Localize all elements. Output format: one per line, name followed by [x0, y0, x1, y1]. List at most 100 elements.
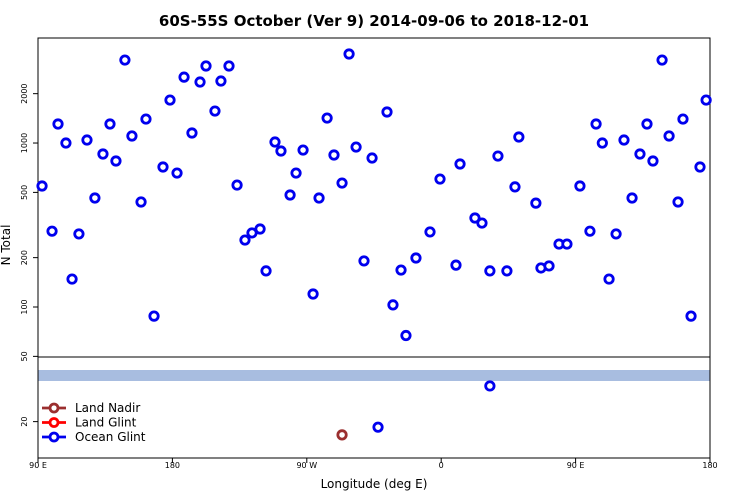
point: [336, 177, 348, 189]
point: [501, 265, 513, 277]
point: [231, 179, 243, 191]
point: [685, 310, 697, 322]
x-tick-label: 90 E: [567, 461, 585, 470]
point: [194, 76, 206, 88]
point: [395, 264, 407, 276]
x-tick-label: 90 W: [296, 461, 317, 470]
point: [350, 141, 362, 153]
point: [260, 265, 272, 277]
point: [450, 259, 462, 271]
point: [634, 148, 646, 160]
point: [110, 155, 122, 167]
y-tick-label: 1000: [20, 133, 29, 153]
y-tick-label: 200: [20, 250, 29, 265]
point: [239, 234, 251, 246]
point: [410, 252, 422, 264]
point: [46, 225, 58, 237]
point: [223, 60, 235, 72]
point: [284, 189, 296, 201]
y-tick-label: 50: [20, 351, 29, 361]
point: [484, 265, 496, 277]
x-tick-label: 90 E: [29, 461, 47, 470]
point: [387, 299, 399, 311]
point: [626, 192, 638, 204]
y-tick-label: 500: [20, 185, 29, 200]
point: [81, 134, 93, 146]
point: [164, 94, 176, 106]
x-tick-label: 0: [439, 461, 444, 470]
point: [381, 106, 393, 118]
point: [104, 118, 116, 130]
point: [641, 118, 653, 130]
point: [171, 167, 183, 179]
point: [148, 310, 160, 322]
point: [297, 144, 309, 156]
x-tick-label: 180: [165, 461, 180, 470]
y-axis-label: N Total: [0, 225, 13, 266]
point: [366, 152, 378, 164]
point: [336, 429, 348, 441]
point: [469, 212, 481, 224]
point: [610, 228, 622, 240]
point: [157, 161, 169, 173]
point: [434, 173, 446, 185]
point: [254, 223, 266, 235]
point: [89, 192, 101, 204]
legend-label: Ocean Glint: [75, 430, 146, 444]
point: [400, 329, 412, 342]
point: [694, 161, 706, 173]
point: [663, 130, 675, 142]
y-tick-label: 20: [20, 417, 29, 427]
point: [290, 167, 302, 179]
point: [603, 273, 615, 285]
point: [530, 197, 542, 209]
point: [60, 137, 72, 149]
point: [97, 148, 109, 160]
point: [647, 155, 659, 167]
point: [424, 226, 436, 238]
y-tick-label: 2000: [20, 83, 29, 103]
point: [574, 180, 586, 192]
point: [178, 71, 190, 83]
point: [36, 180, 48, 192]
point: [484, 380, 496, 392]
point: [656, 54, 668, 66]
point: [269, 136, 281, 148]
point: [126, 130, 138, 142]
point: [372, 421, 384, 433]
point: [343, 48, 355, 60]
legend-marker: [48, 431, 60, 443]
point: [209, 105, 221, 117]
point: [186, 127, 198, 139]
point: [52, 118, 64, 130]
point: [119, 54, 131, 66]
legend-label: Land Nadir: [75, 401, 140, 415]
point: [135, 196, 147, 208]
legend-label: Land Glint: [75, 416, 137, 430]
point: [73, 228, 85, 240]
point: [358, 255, 370, 267]
point: [618, 134, 630, 146]
plot-frame: [37, 37, 711, 459]
point: [140, 113, 152, 125]
point: [700, 94, 712, 106]
point: [275, 145, 287, 157]
point: [328, 149, 340, 161]
point: [492, 150, 504, 162]
point: [476, 217, 488, 229]
point: [543, 260, 555, 272]
point: [215, 75, 227, 87]
point: [200, 60, 212, 72]
point: [590, 118, 602, 130]
point: [561, 238, 573, 250]
point: [321, 112, 333, 124]
x-axis-label: Longitude (deg E): [321, 477, 428, 491]
point: [66, 273, 78, 285]
legend-marker: [48, 402, 60, 414]
point: [596, 137, 608, 149]
point: [672, 196, 684, 208]
x-tick-label: 180: [702, 461, 717, 470]
point: [513, 131, 525, 143]
point: [677, 113, 689, 125]
point: [584, 225, 596, 237]
